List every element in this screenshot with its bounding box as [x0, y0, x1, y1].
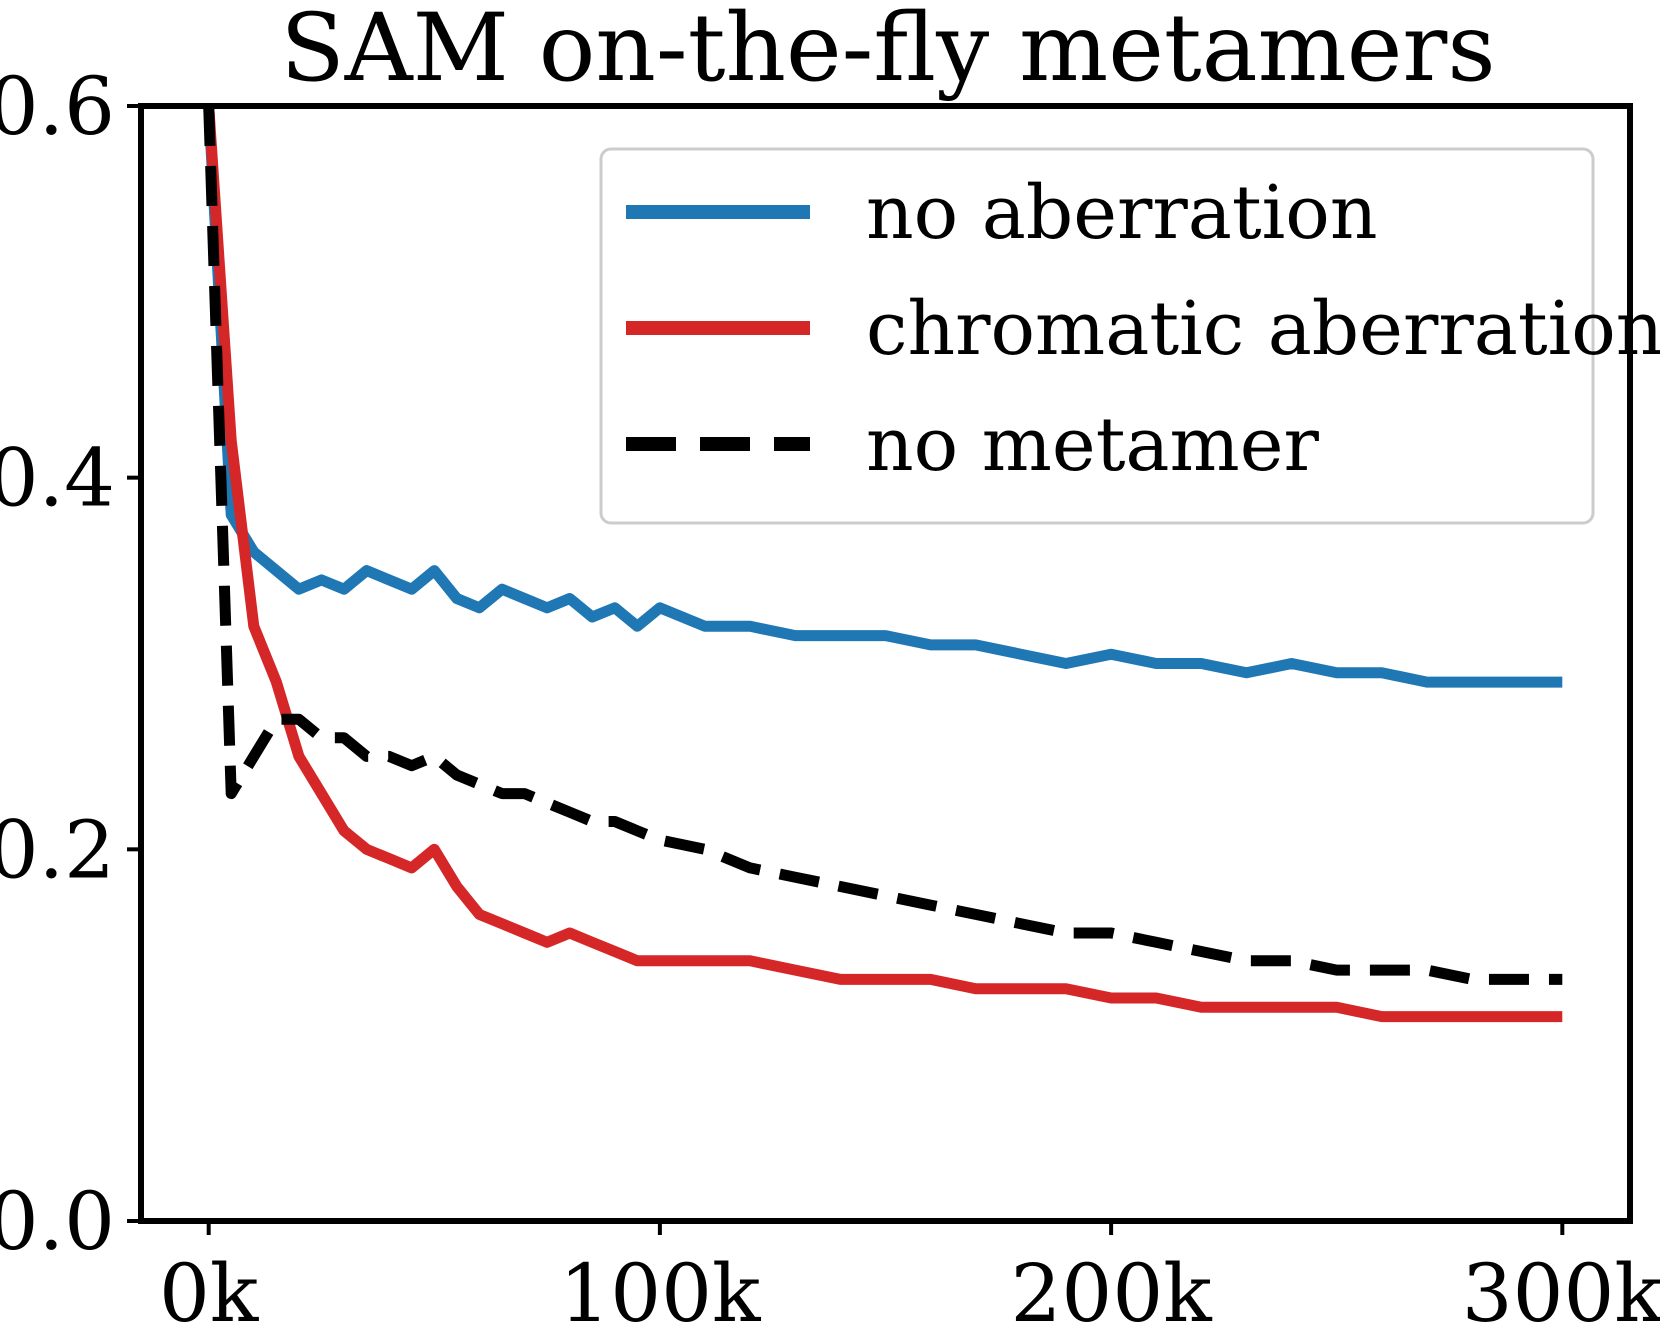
y-tick-label: 0.2 [0, 803, 115, 896]
x-tick-label: 100k [559, 1247, 762, 1334]
y-tick-label: 0.4 [0, 432, 115, 525]
series-layer [203, 105, 1563, 1023]
legend: no aberration chromatic aberration no meta… [599, 147, 1660, 525]
legend-label: no aberration [866, 170, 1378, 256]
x-tick-label: 200k [1011, 1247, 1214, 1334]
y-tick-label: 0.0 [0, 1175, 115, 1268]
series-line-no-metamer [203, 105, 1563, 985]
y-tick-label: 0.6 [0, 60, 115, 153]
series-line-no-aberration [203, 105, 1563, 688]
y-axis: 0.0 0.2 0.4 0.6 [0, 60, 141, 1268]
x-tick-label: 300k [1462, 1247, 1660, 1334]
series-line-chromatic-aberration [203, 105, 1563, 1023]
chart-title: SAM on-the-fly metamers [280, 0, 1495, 103]
x-tick-label: 0k [159, 1247, 260, 1334]
legend-label: chromatic aberration [866, 286, 1660, 372]
legend-label: no metamer [866, 402, 1320, 488]
plot-frame [138, 103, 1633, 1224]
legend-box [599, 147, 1595, 525]
x-axis: 0k 100k 200k 300k [159, 1221, 1660, 1334]
